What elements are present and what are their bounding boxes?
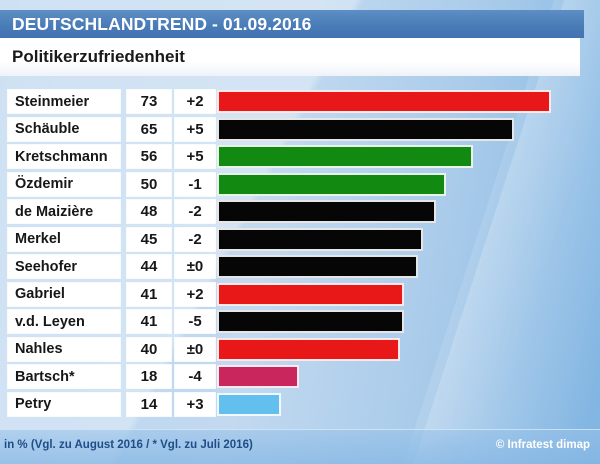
politician-name: Merkel xyxy=(8,227,120,251)
change-value: -2 xyxy=(175,200,215,223)
politician-name: Steinmeier xyxy=(8,90,120,113)
satisfaction-value: 44 xyxy=(127,255,171,278)
poll-row: Kretschmann 56 +5 xyxy=(0,145,600,168)
satisfaction-value: 56 xyxy=(127,145,171,168)
poll-row: Özdemir 50 -1 xyxy=(0,172,600,196)
bar xyxy=(217,282,405,306)
politician-name: Seehofer xyxy=(8,255,120,278)
bar xyxy=(217,337,400,361)
chart-footer: in % (Vgl. zu August 2016 / * Vgl. zu Ju… xyxy=(0,429,600,464)
politician-name: Petry xyxy=(8,392,120,416)
change-value: -5 xyxy=(175,310,215,333)
satisfaction-value: 65 xyxy=(127,117,171,141)
bar-track xyxy=(217,172,446,196)
politician-name: de Maizière xyxy=(8,200,120,223)
satisfaction-value: 50 xyxy=(127,172,171,196)
footer-note: in % (Vgl. zu August 2016 / * Vgl. zu Ju… xyxy=(4,439,253,451)
bar xyxy=(217,255,419,278)
bar-track xyxy=(217,145,473,168)
bar-track xyxy=(217,200,437,223)
bar-track xyxy=(217,365,300,388)
bar-track xyxy=(217,117,515,141)
poll-row: Nahles 40 ±0 xyxy=(0,337,600,361)
chart-title-bar: DEUTSCHLANDTREND - 01.09.2016 xyxy=(0,10,584,38)
bar xyxy=(217,365,300,388)
change-value: +3 xyxy=(175,392,215,416)
change-value: +2 xyxy=(175,282,215,306)
bar-track xyxy=(217,392,281,416)
change-value: +5 xyxy=(175,145,215,168)
bar xyxy=(217,200,437,223)
bar xyxy=(217,392,281,416)
poll-row: Schäuble 65 +5 xyxy=(0,117,600,141)
bar-track xyxy=(217,310,405,333)
politician-name: Bartsch* xyxy=(8,365,120,388)
politician-name: Schäuble xyxy=(8,117,120,141)
poll-row: Bartsch* 18 -4 xyxy=(0,365,600,388)
bar xyxy=(217,117,515,141)
politician-name: Gabriel xyxy=(8,282,120,306)
footer-credit: © Infratest dimap xyxy=(495,439,590,451)
bar-track xyxy=(217,337,400,361)
bar-track xyxy=(217,90,551,113)
chart-subtitle-bar: Politikerzufriedenheit xyxy=(0,38,580,76)
chart-title: DEUTSCHLANDTREND - 01.09.2016 xyxy=(12,13,312,34)
satisfaction-value: 41 xyxy=(127,282,171,306)
satisfaction-value: 14 xyxy=(127,392,171,416)
bar-track xyxy=(217,282,405,306)
chart-subtitle: Politikerzufriedenheit xyxy=(12,47,185,66)
satisfaction-value: 41 xyxy=(127,310,171,333)
satisfaction-value: 18 xyxy=(127,365,171,388)
poll-rows: Steinmeier 73 +2 Schäuble 65 +5 Kretschmann 56 +… xyxy=(0,90,600,420)
bar xyxy=(217,90,551,113)
change-value: +5 xyxy=(175,117,215,141)
poll-row: Seehofer 44 ±0 xyxy=(0,255,600,278)
politician-name: v.d. Leyen xyxy=(8,310,120,333)
poll-row: Steinmeier 73 +2 xyxy=(0,90,600,113)
bar-track xyxy=(217,227,423,251)
bar xyxy=(217,145,473,168)
change-value: +2 xyxy=(175,90,215,113)
poll-row: de Maizière 48 -2 xyxy=(0,200,600,223)
poll-row: v.d. Leyen 41 -5 xyxy=(0,310,600,333)
bar xyxy=(217,172,446,196)
politician-name: Nahles xyxy=(8,337,120,361)
change-value: -2 xyxy=(175,227,215,251)
change-value: -1 xyxy=(175,172,215,196)
bar-track xyxy=(217,255,419,278)
politician-name: Kretschmann xyxy=(8,145,120,168)
change-value: ±0 xyxy=(175,337,215,361)
change-value: -4 xyxy=(175,365,215,388)
change-value: ±0 xyxy=(175,255,215,278)
poll-row: Merkel 45 -2 xyxy=(0,227,600,251)
satisfaction-value: 40 xyxy=(127,337,171,361)
politician-name: Özdemir xyxy=(8,172,120,196)
satisfaction-value: 73 xyxy=(127,90,171,113)
poll-row: Gabriel 41 +2 xyxy=(0,282,600,306)
bar xyxy=(217,227,423,251)
poll-row: Petry 14 +3 xyxy=(0,392,600,416)
satisfaction-value: 48 xyxy=(127,200,171,223)
bar xyxy=(217,310,405,333)
satisfaction-value: 45 xyxy=(127,227,171,251)
